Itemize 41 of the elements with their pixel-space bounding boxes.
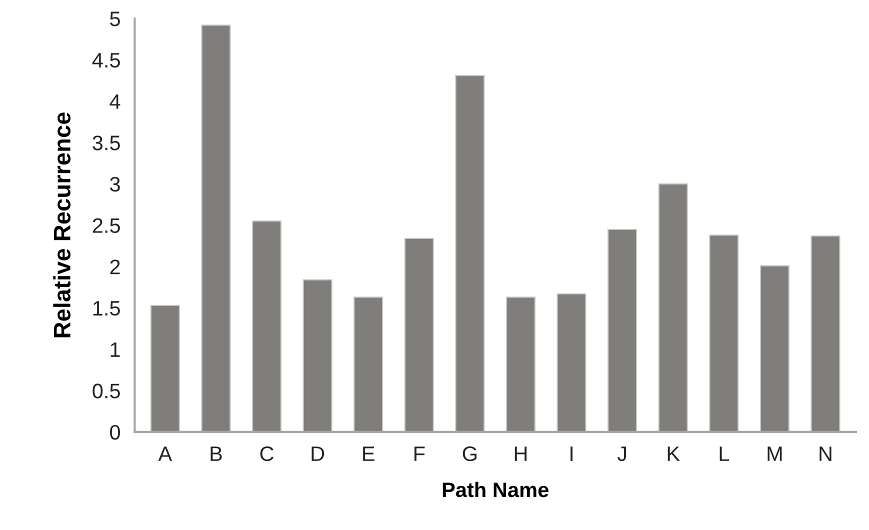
x-tick-label: H [514, 446, 527, 461]
bar [608, 228, 638, 432]
y-tick-label: 4.5 [92, 53, 120, 68]
x-tick-label: A [158, 446, 172, 461]
bar [658, 183, 688, 432]
y-axis-title: Relative Recurrence [53, 112, 71, 338]
x-tick-label: F [414, 446, 425, 461]
x-tick-label: B [210, 446, 222, 461]
x-tick-label: E [363, 446, 374, 461]
bar [201, 24, 231, 432]
y-tick-label: 3.5 [92, 136, 120, 150]
y-tick-label: 2.5 [92, 218, 120, 234]
y-tick-label: 1 [110, 342, 120, 357]
x-tick-label: C [260, 446, 274, 462]
x-tick-label: I [570, 446, 572, 461]
y-tick-label: 1.5 [93, 301, 120, 316]
y-tick-label: 5 [110, 12, 120, 26]
bar [506, 296, 536, 432]
x-tick-label: D [312, 446, 324, 461]
x-tick-label: L [720, 446, 730, 461]
y-tick-label: 4 [110, 94, 120, 109]
bar [760, 265, 790, 432]
x-tick-label: K [668, 446, 680, 461]
bar [252, 220, 282, 432]
bar [404, 238, 434, 432]
bar [302, 279, 332, 432]
bar [150, 304, 180, 432]
x-tick-label: G [462, 446, 476, 462]
x-axis-title: Path Name [442, 482, 548, 498]
x-tick-label: M [768, 446, 782, 461]
bar [556, 293, 586, 432]
y-tick-label: 3 [110, 176, 120, 192]
x-tick-label: N [820, 446, 832, 461]
y-tick-label: 2 [110, 260, 120, 274]
bar [354, 296, 384, 432]
bar [455, 75, 485, 432]
bar [709, 234, 739, 432]
y-tick-label: 0.5 [92, 384, 120, 398]
y-tick-label: 0 [110, 424, 120, 440]
x-tick-label: J [617, 446, 626, 462]
bar [810, 235, 840, 432]
